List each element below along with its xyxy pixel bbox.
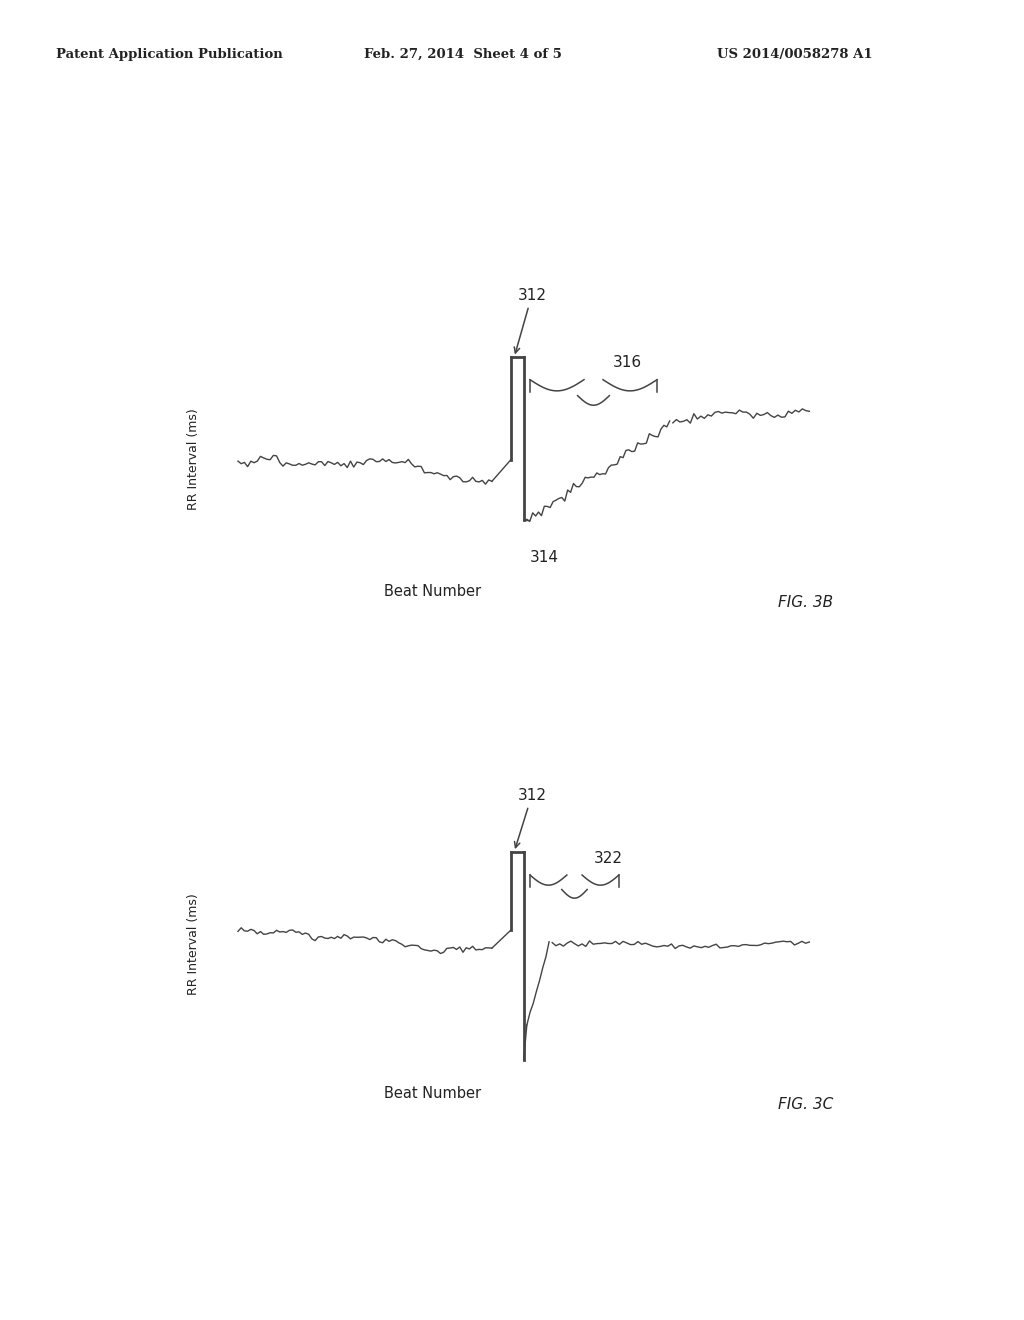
Text: RR Interval (ms): RR Interval (ms) [187, 894, 200, 995]
Text: 316: 316 [612, 355, 642, 370]
Text: 312: 312 [514, 788, 547, 847]
Text: Feb. 27, 2014  Sheet 4 of 5: Feb. 27, 2014 Sheet 4 of 5 [364, 48, 561, 61]
Text: FIG. 3C: FIG. 3C [778, 1097, 834, 1111]
Text: RR Interval (ms): RR Interval (ms) [187, 409, 200, 511]
Text: Patent Application Publication: Patent Application Publication [56, 48, 283, 61]
Text: 312: 312 [514, 288, 547, 352]
Text: FIG. 3B: FIG. 3B [778, 595, 834, 610]
Text: Beat Number: Beat Number [384, 585, 481, 599]
Text: 314: 314 [530, 550, 559, 565]
Text: Beat Number: Beat Number [384, 1086, 481, 1101]
Text: US 2014/0058278 A1: US 2014/0058278 A1 [717, 48, 872, 61]
Text: 322: 322 [594, 851, 623, 866]
